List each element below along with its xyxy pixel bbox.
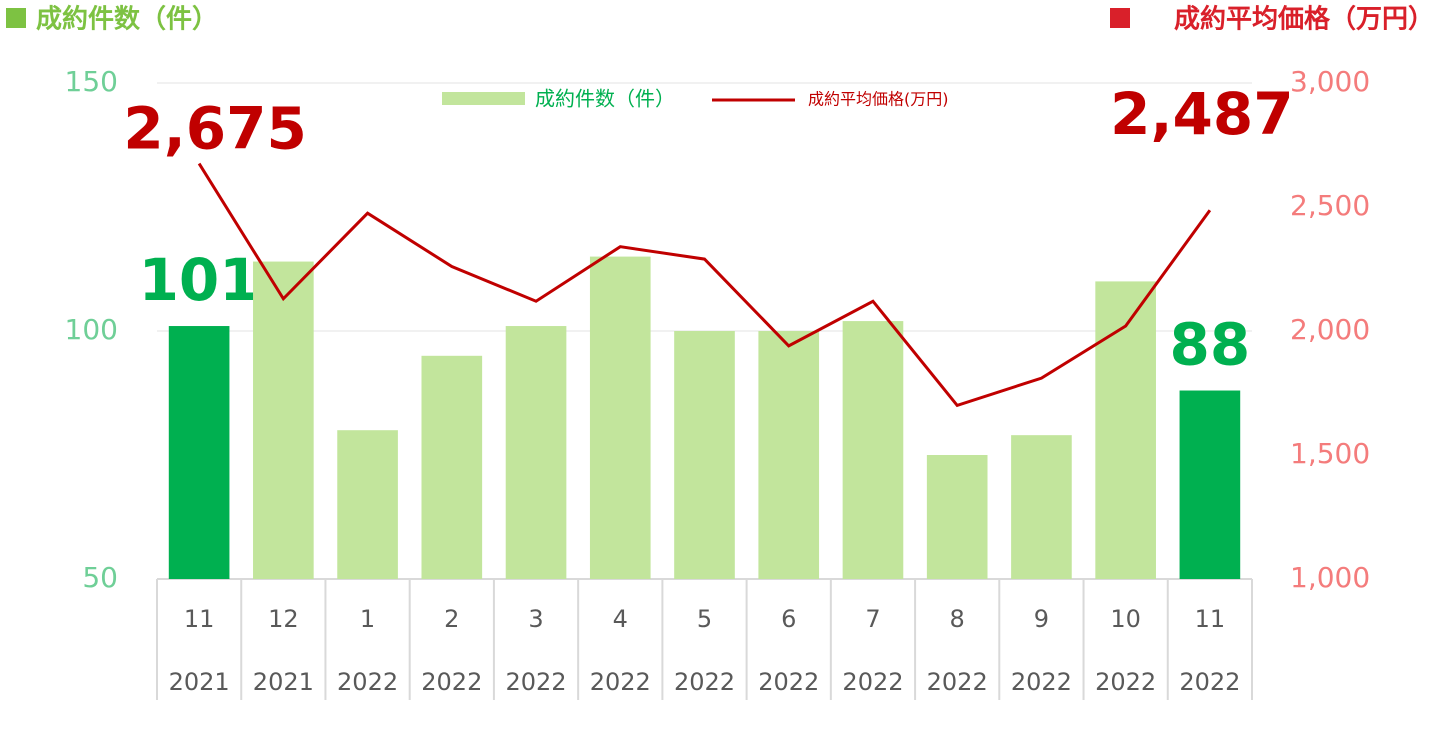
x-tick-label: 6 xyxy=(781,605,796,633)
x-tick-label: 2 xyxy=(444,605,459,633)
y-axis-title: 成約件数（件） xyxy=(36,4,218,35)
x-group-label: 2022 xyxy=(337,668,398,696)
x-tick-label: 12 xyxy=(268,605,299,633)
x-tick-label: 11 xyxy=(1195,605,1226,633)
x-group-label: 2022 xyxy=(674,668,735,696)
legend-swatch xyxy=(442,92,525,105)
bar xyxy=(589,256,651,579)
bar xyxy=(168,326,230,579)
data-label: 101 xyxy=(139,246,260,314)
legend-label: 成約件数（件） xyxy=(535,87,675,111)
y-tick-label: 50 xyxy=(82,561,118,594)
x-group-label: 2022 xyxy=(758,668,819,696)
line xyxy=(197,162,1212,408)
data-label: 2,487 xyxy=(1110,80,1293,148)
bar xyxy=(926,455,988,579)
bar xyxy=(1179,390,1241,579)
y2-tick-label: 1,000 xyxy=(1290,561,1370,594)
x-group-label: 2022 xyxy=(421,668,482,696)
y2-tick-label: 1,500 xyxy=(1290,437,1370,470)
bar xyxy=(253,261,314,579)
data-label: 2,675 xyxy=(123,95,306,163)
y2-tick-label: 2,500 xyxy=(1290,189,1370,222)
bar xyxy=(758,331,820,579)
bar xyxy=(674,331,735,579)
y2-label-marker xyxy=(1110,8,1130,28)
bar xyxy=(1095,281,1156,579)
bar xyxy=(1011,435,1072,579)
legend-label: 成約平均価格(万円) xyxy=(808,90,949,109)
x-tick-label: 11 xyxy=(184,605,215,633)
bar xyxy=(842,321,904,579)
x-group-label: 2021 xyxy=(169,668,230,696)
x-tick-label: 1 xyxy=(360,605,375,633)
x-group-label: 2022 xyxy=(1095,668,1156,696)
x-group-label: 2022 xyxy=(590,668,651,696)
x-tick-label: 3 xyxy=(528,605,543,633)
bar xyxy=(421,355,483,579)
y2-axis-title: 成約平均価格（万円） xyxy=(1174,4,1434,35)
bar xyxy=(505,326,567,579)
y-label-marker xyxy=(6,8,26,28)
y2-tick-label: 2,000 xyxy=(1290,313,1370,346)
x-tick-label: 5 xyxy=(697,605,712,633)
x-group-label: 2022 xyxy=(505,668,566,696)
x-group-label: 2022 xyxy=(927,668,988,696)
x-group-label: 2022 xyxy=(1179,668,1240,696)
x-group-label: 2022 xyxy=(842,668,903,696)
y-tick-label: 100 xyxy=(65,313,118,346)
y-tick-label: 150 xyxy=(65,65,118,98)
x-tick-label: 8 xyxy=(950,605,965,633)
y2-tick-label: 3,000 xyxy=(1290,65,1370,98)
bar xyxy=(337,430,398,579)
data-label: 88 xyxy=(1170,311,1251,379)
x-tick-label: 10 xyxy=(1110,605,1141,633)
x-group-label: 2022 xyxy=(1011,668,1072,696)
x-group-label: 2021 xyxy=(253,668,314,696)
x-tick-label: 9 xyxy=(1034,605,1049,633)
x-tick-label: 7 xyxy=(865,605,880,633)
x-tick-label: 4 xyxy=(613,605,628,633)
